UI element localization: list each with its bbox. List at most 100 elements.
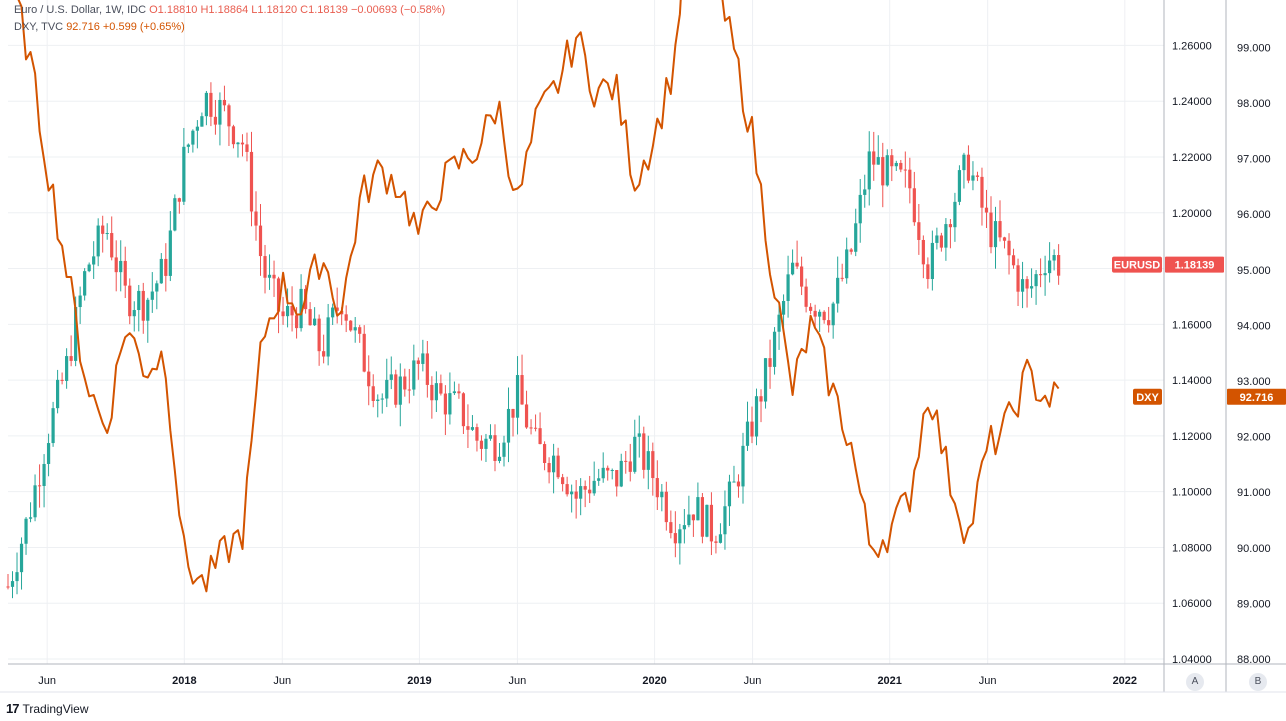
x-axis-tick-label: 2021	[877, 675, 901, 687]
eurusd-candle-body	[989, 212, 993, 248]
eurusd-candle-body	[322, 351, 326, 357]
auto-scale-button-right[interactable]: B	[1249, 673, 1267, 691]
eurusd-candle-body	[705, 504, 709, 537]
eurusd-candle-body	[691, 514, 695, 521]
right-axis-tick-label: 97.000	[1237, 154, 1271, 166]
tradingview-logo-icon: 17	[6, 701, 20, 716]
eurusd-candle-body	[362, 333, 366, 372]
eurusd-candle-body	[524, 404, 529, 428]
eurusd-candle-body	[56, 379, 60, 409]
eurusd-candle-body	[786, 274, 790, 301]
eurusd-candle-body	[331, 307, 335, 318]
eurusd-candle-body	[547, 463, 551, 473]
badge-label-bg	[1112, 256, 1162, 273]
eurusd-candle-body	[132, 310, 136, 317]
eurusd-candle-body	[696, 497, 700, 521]
right-axis-tick-label: 96.000	[1237, 209, 1271, 221]
tradingview-brand: TradingView	[22, 701, 89, 716]
eurusd-candle-body	[542, 444, 547, 464]
eurusd-candle-body	[195, 126, 199, 131]
eurusd-candle-body	[376, 399, 380, 401]
eurusd-candle-body	[110, 233, 114, 258]
x-axis-tick-label: Jun	[979, 675, 997, 687]
eurusd-candle-body	[448, 393, 452, 415]
eurusd-candle-body	[218, 99, 222, 125]
eurusd-candle-body	[123, 260, 127, 286]
eurusd-candle-body	[953, 201, 957, 228]
eurusd-candle-body	[610, 470, 614, 472]
eurusd-candle-body	[272, 274, 276, 279]
eurusd-candle-body	[87, 264, 91, 272]
x-axis-tick-label: 2022	[1113, 675, 1137, 687]
eurusd-candle-body	[353, 327, 357, 331]
eurusd-candle-body	[1011, 255, 1016, 266]
eurusd-candle-body	[642, 433, 646, 470]
eurusd-candle-body	[150, 291, 154, 300]
eurusd-candle-body	[231, 126, 236, 145]
eurusd-candle-body	[236, 142, 240, 145]
eurusd-candle-body	[700, 497, 705, 537]
eurusd-candle-body	[863, 189, 867, 195]
eurusd-candle-body	[470, 427, 475, 430]
eurusd-candle-body	[488, 435, 493, 439]
x-axis-tick-label: Jun	[273, 675, 291, 687]
eurusd-candle-body	[687, 514, 691, 526]
badge-label: DXY	[1136, 392, 1159, 404]
eurusd-candle-body	[349, 320, 353, 331]
x-axis-tick-label: 2019	[407, 675, 431, 687]
eurusd-candle-body	[583, 486, 587, 490]
eurusd-candle-body	[290, 305, 294, 316]
eurusd-candle-body	[1002, 237, 1007, 241]
eurusd-candle-body	[78, 295, 82, 308]
eurusd-candle-body	[385, 379, 389, 399]
eurusd-candle-body	[533, 427, 538, 429]
eurusd-candle-body	[317, 318, 321, 352]
eurusd-candle-body	[899, 162, 903, 170]
eurusd-candle-body	[1048, 260, 1052, 274]
eurusd-candle-body	[939, 235, 943, 248]
eurusd-candle-body	[957, 170, 962, 202]
badge-label: EURUSD	[1114, 260, 1161, 272]
auto-scale-button-left[interactable]: A	[1186, 673, 1204, 691]
left-axis-tick-label: 1.20000	[1172, 208, 1212, 220]
eurusd-candle-body	[1034, 274, 1038, 287]
legend-eurusd-name: Euro / U.S. Dollar, 1W, IDC	[14, 4, 147, 16]
eurusd-candle-body	[358, 327, 362, 334]
eurusd-candle-body	[845, 249, 849, 279]
eurusd-candle-body	[597, 478, 601, 481]
grid	[8, 0, 1164, 664]
left-axis-tick-label: 1.26000	[1172, 40, 1212, 52]
left-axis-tick-label: 1.24000	[1172, 96, 1212, 108]
left-axis-tick-label: 1.08000	[1172, 542, 1212, 554]
eurusd-candle-body	[849, 249, 853, 252]
eurusd-candle-body	[818, 311, 822, 317]
eurusd-candle-body	[168, 230, 172, 276]
eurusd-candle-body	[137, 290, 141, 311]
eurusd-candle-body	[128, 285, 132, 317]
eurusd-candle-body	[515, 375, 520, 418]
right-axis-tick-label: 91.000	[1237, 487, 1271, 499]
eurusd-candle-body	[538, 428, 542, 445]
eurusd-candle-body	[443, 393, 447, 415]
eurusd-candle-body	[101, 225, 105, 234]
eurusd-candle-body	[867, 151, 871, 190]
left-axis-tick-label: 1.06000	[1172, 598, 1212, 610]
eurusd-candle-body	[213, 116, 218, 125]
eurusd-candle-body	[37, 485, 42, 487]
eurusd-candle-body	[894, 162, 898, 167]
eurusd-candle-body	[574, 491, 578, 499]
x-axis-tick-label: 2018	[172, 675, 196, 687]
eurusd-candle-body	[65, 356, 69, 381]
eurusd-candle-body	[745, 421, 750, 446]
tradingview-footer[interactable]: 17 TradingView	[6, 701, 89, 716]
eurusd-candle-body	[993, 221, 998, 248]
eurusd-candle-body	[173, 198, 177, 231]
eurusd-candle-body	[944, 224, 948, 248]
eurusd-candle-body	[191, 130, 195, 145]
eurusd-candle-body	[475, 427, 479, 441]
eurusd-candle-body	[313, 318, 317, 326]
eurusd-candle-body	[222, 99, 227, 106]
eurusd-candle-body	[800, 266, 804, 287]
eurusd-candle-body	[908, 169, 912, 189]
